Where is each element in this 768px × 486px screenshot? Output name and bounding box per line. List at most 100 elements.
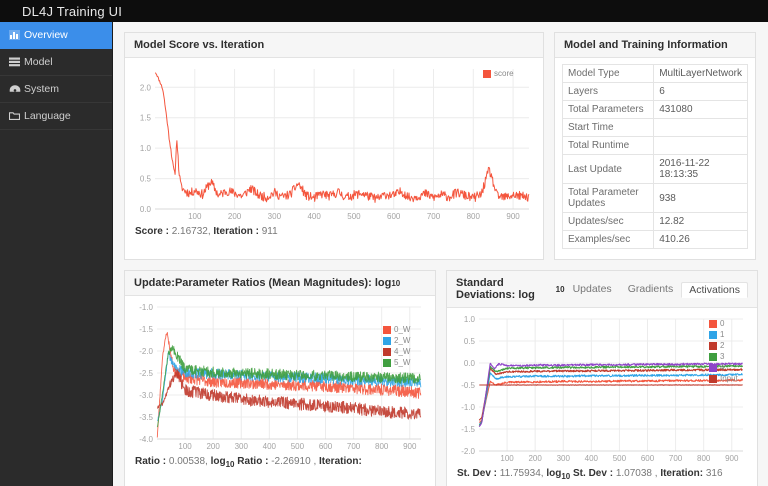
legend-item[interactable]: 2_W (383, 336, 410, 345)
svg-text:-4.0: -4.0 (139, 435, 153, 444)
info-key: Start Time (561, 118, 655, 137)
log-ratio-label-sub: 10 (225, 460, 235, 469)
info-value: MultiLayerNetwork (653, 64, 748, 83)
svg-text:1.0: 1.0 (464, 315, 476, 324)
svg-text:100: 100 (178, 442, 192, 451)
tab-gradients[interactable]: Gradients (627, 282, 674, 295)
svg-text:-2.0: -2.0 (139, 347, 153, 356)
legend-item[interactable]: 5_W (383, 358, 410, 367)
svg-text:800: 800 (697, 454, 711, 463)
svg-text:400: 400 (585, 454, 599, 463)
legend-label: score (494, 69, 514, 78)
svg-text:400: 400 (263, 442, 277, 451)
legend-item[interactable]: 1 (709, 330, 738, 339)
sidebar-item-label: Overview (24, 29, 68, 41)
legend-item[interactable]: 2 (709, 341, 738, 350)
legend-swatch (709, 341, 717, 350)
legend-swatch (709, 352, 717, 361)
legend-item[interactable]: 0_W (383, 325, 410, 334)
standard-deviations-tabs: Updates Gradients Activations (565, 281, 748, 298)
series-3 (478, 364, 744, 426)
svg-text:700: 700 (669, 454, 683, 463)
svg-text:-1.0: -1.0 (139, 303, 153, 312)
svg-text:700: 700 (427, 212, 441, 221)
chart-bar-icon (8, 30, 21, 41)
model-training-info-title: Model and Training Information (555, 33, 755, 58)
legend-item[interactable]: 4 (709, 363, 738, 372)
tab-activations[interactable]: Activations (681, 281, 748, 298)
ratio-label: Ratio : (135, 456, 167, 467)
sidebar-item-label: Language (24, 110, 71, 122)
svg-text:200: 200 (528, 454, 542, 463)
sidebar-item-overview[interactable]: Overview (0, 22, 112, 49)
log-ratio-value: -2.26910 , (271, 456, 317, 467)
model-score-title: Model Score vs. Iteration (125, 33, 543, 58)
chart-score-legend: score (483, 69, 514, 80)
stdev-value: 11.75934, (499, 468, 544, 479)
legend-label: 0_W (394, 325, 411, 334)
table-row: Model Type MultiLayerNetwork (561, 64, 748, 83)
update-parameter-ratios-chart[interactable]: -1.0 -1.5 -2.0 -2.5 -3.0 -3.5 -4.0 100 200 300 400… (131, 301, 427, 453)
app-title: DL4J Training UI (22, 3, 123, 19)
standard-deviations-footer: St. Dev : 11.75934, log10 St. Dev : 1.07… (453, 465, 749, 486)
legend-item[interactable]: score (483, 69, 514, 78)
legend-swatch (709, 330, 717, 339)
sidebar-item-system[interactable]: System (0, 76, 112, 103)
panel-title-text: Model and Training Information (564, 39, 728, 51)
panel-title-text: Standard Deviations: log (456, 277, 535, 301)
iteration-value: 911 (261, 226, 278, 237)
legend-swatch (383, 347, 391, 356)
sidebar-item-model[interactable]: Model (0, 49, 112, 76)
legend-item[interactable]: 4_W (383, 347, 410, 356)
table-row: Layers 6 (561, 82, 748, 101)
svg-text:600: 600 (641, 454, 655, 463)
model-score-chart[interactable]: 0.0 0.5 1.0 1.5 2.0 100 200 300 400 500 600 700 800 9… (131, 63, 535, 223)
svg-text:500: 500 (613, 454, 627, 463)
update-parameter-ratios-footer: Ratio : 0.00538, log10 Ratio : -2.26910 … (131, 453, 427, 474)
standard-deviations-panel: Standard Deviations: log 10 Updates Gradi… (446, 270, 758, 486)
series-5_W (156, 345, 422, 428)
legend-swatch (383, 358, 391, 367)
series-0 (478, 378, 744, 423)
svg-text:800: 800 (467, 212, 481, 221)
standard-deviations-chart[interactable]: 1.0 0.5 0.0 -0.5 -1.0 -1.5 -2.0 100 200 300 400 500… (453, 313, 749, 465)
update-parameter-ratios-body: -1.0 -1.5 -2.0 -2.5 -3.0 -3.5 -4.0 100 200 300 400… (125, 296, 435, 478)
content-area: Model Score vs. Iteration 0.0 0.5 1.0 1.5 2.… (113, 22, 768, 486)
series-4 (478, 362, 743, 428)
table-row: Last Update 2016-11-22 18:13:35 (561, 154, 748, 184)
info-key: Examples/sec (561, 230, 655, 249)
row-top: Model Score vs. Iteration 0.0 0.5 1.0 1.5 2.… (124, 32, 758, 260)
score-value: 2.16732, (171, 226, 211, 237)
sidebar-item-label: System (24, 83, 60, 95)
info-value: 6 (653, 82, 748, 101)
legend-label: Input (720, 374, 738, 383)
info-key: Last Update (561, 154, 655, 184)
model-training-info-panel: Model and Training Information Model Typ… (554, 32, 756, 260)
legend-item[interactable]: 3 (709, 352, 738, 361)
iteration-label: Iteration: (319, 456, 362, 467)
tab-updates[interactable]: Updates (572, 282, 612, 295)
standard-deviations-title: Standard Deviations: log 10 Updates Gradi… (447, 271, 757, 308)
info-key: Total Runtime (561, 136, 655, 155)
svg-text:600: 600 (319, 442, 333, 451)
panel-title-sub: 10 (555, 284, 565, 294)
model-training-info-body: Model Type MultiLayerNetwork Layers 6 Total … (555, 58, 755, 259)
svg-text:400: 400 (307, 212, 321, 221)
dashboard-icon (8, 84, 21, 95)
legend-label: 2 (720, 341, 725, 350)
chart-score-svg: 0.0 0.5 1.0 1.5 2.0 100 200 300 400 500 600 700 800 9… (140, 69, 530, 221)
legend-item[interactable]: 0 (709, 319, 738, 328)
iteration-label: Iteration: (660, 468, 704, 479)
legend-item[interactable]: Input (709, 374, 738, 383)
legend-label: 3 (720, 352, 725, 361)
log-stdev-label-b: St. Dev : (573, 468, 614, 479)
log-ratio-label-a: log (210, 456, 226, 467)
svg-text:100: 100 (188, 212, 202, 221)
ratio-value: 0.00538, (168, 456, 208, 467)
svg-text:2.0: 2.0 (140, 83, 152, 92)
series-4_W (156, 368, 422, 420)
svg-text:900: 900 (725, 454, 739, 463)
svg-text:600: 600 (387, 212, 401, 221)
sidebar-item-language[interactable]: Language (0, 103, 112, 130)
